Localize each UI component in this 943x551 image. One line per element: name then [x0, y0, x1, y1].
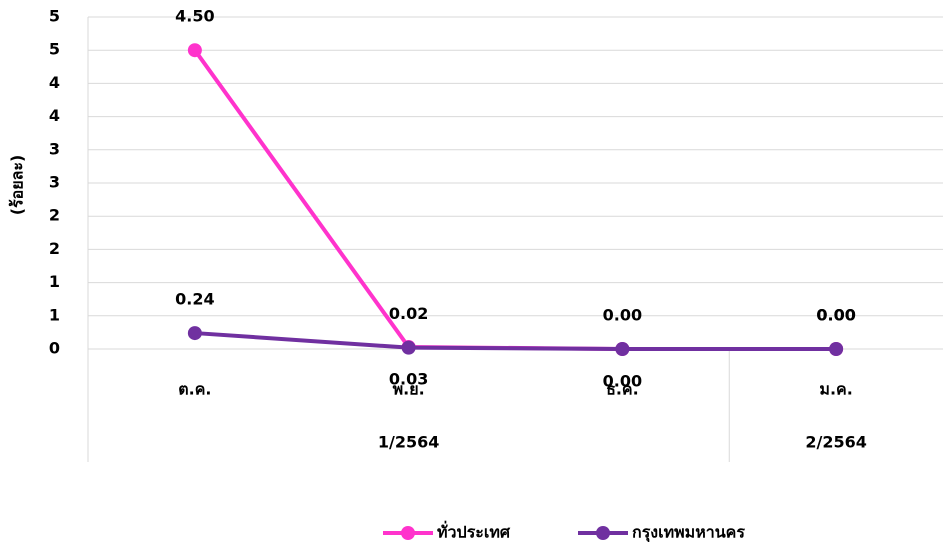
y-tick-label: 4 [49, 106, 60, 125]
y-tick-label: 2 [49, 239, 60, 258]
y-tick-label: 1 [49, 272, 60, 291]
data-label: 0.00 [816, 306, 855, 325]
y-tick-label: 1 [49, 305, 60, 324]
x-tick-label: ธ.ค. [606, 380, 639, 399]
y-tick-label: 4 [49, 73, 60, 92]
legend-label: ทั่วประเทศ [437, 521, 511, 542]
data-point [829, 342, 844, 356]
group-label: 1/2564 [378, 433, 440, 452]
x-tick-label: ม.ค. [819, 380, 852, 399]
legend-marker [401, 526, 415, 540]
y-tick-label: 5 [49, 40, 60, 59]
series-line [194, 331, 837, 351]
legend-label: กรุงเทพมหานคร [632, 523, 745, 543]
x-tick-label: พ.ย. [393, 380, 425, 399]
data-label: 0.00 [603, 372, 642, 391]
data-label: 0.03 [389, 370, 428, 389]
y-axis-label: (ร้อยละ) [8, 155, 27, 216]
y-tick-label: 0 [49, 339, 60, 358]
group-label: 2/2564 [805, 433, 867, 452]
data-label: 0.00 [816, 306, 855, 325]
data-point [615, 342, 630, 356]
data-label: 0.00 [603, 306, 642, 325]
data-label: 0.24 [175, 290, 214, 309]
data-point [187, 326, 202, 341]
series-line [193, 49, 837, 351]
data-point [187, 43, 202, 58]
data-label: 0.02 [389, 304, 428, 323]
legend-marker [596, 526, 610, 540]
x-tick-label: ต.ค. [178, 380, 211, 399]
y-tick-label: 3 [49, 173, 60, 192]
y-tick-label: 2 [49, 206, 60, 225]
y-tick-label: 5 [49, 7, 60, 26]
data-point [401, 340, 416, 355]
y-tick-label: 3 [49, 139, 60, 158]
data-label: 4.50 [175, 7, 214, 26]
